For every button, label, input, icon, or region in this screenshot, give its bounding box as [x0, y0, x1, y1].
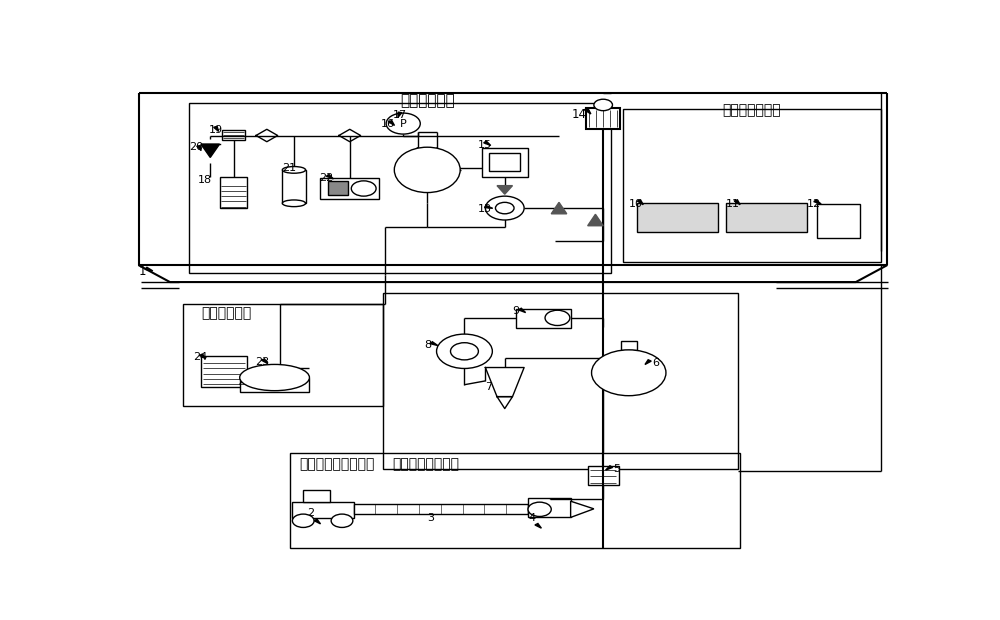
Polygon shape	[430, 342, 438, 345]
Bar	[621, 341, 637, 350]
Circle shape	[386, 113, 420, 134]
Polygon shape	[485, 368, 524, 397]
Text: 泥沙回填模块: 泥沙回填模块	[201, 306, 251, 321]
Polygon shape	[734, 200, 740, 205]
Text: 2: 2	[307, 508, 314, 518]
Polygon shape	[606, 466, 613, 470]
Ellipse shape	[282, 167, 306, 173]
Text: 19: 19	[209, 125, 223, 135]
Bar	[290, 453, 740, 548]
Text: 16: 16	[381, 119, 395, 129]
Bar	[354, 504, 528, 513]
Text: 6: 6	[652, 358, 659, 368]
Text: 11: 11	[726, 198, 740, 208]
Text: 21: 21	[282, 162, 296, 173]
Circle shape	[485, 196, 524, 220]
Bar	[240, 378, 309, 392]
Bar	[726, 203, 807, 232]
Text: 18: 18	[198, 175, 212, 185]
Text: 7: 7	[485, 383, 492, 392]
Polygon shape	[519, 308, 526, 312]
Text: 24: 24	[193, 352, 207, 362]
Circle shape	[292, 514, 314, 528]
Text: 5: 5	[613, 464, 620, 474]
Polygon shape	[637, 200, 643, 205]
Circle shape	[331, 514, 353, 528]
Text: 浆体分离模块: 浆体分离模块	[400, 94, 455, 108]
Circle shape	[545, 310, 570, 326]
Polygon shape	[535, 523, 541, 528]
Polygon shape	[551, 202, 567, 214]
Bar	[489, 153, 520, 171]
Bar	[320, 179, 379, 198]
Polygon shape	[584, 108, 591, 114]
Bar	[222, 130, 245, 140]
Polygon shape	[814, 200, 821, 204]
Polygon shape	[314, 519, 321, 524]
Bar	[183, 304, 383, 406]
Polygon shape	[497, 397, 512, 409]
Bar	[623, 109, 881, 262]
Ellipse shape	[282, 200, 306, 206]
Text: 8: 8	[424, 340, 431, 350]
Polygon shape	[145, 267, 153, 271]
Polygon shape	[588, 215, 603, 226]
Polygon shape	[197, 146, 201, 151]
Text: 水合物矿藏开采模块: 水合物矿藏开采模块	[299, 458, 375, 471]
Text: 15: 15	[478, 140, 492, 150]
Polygon shape	[199, 354, 206, 359]
Bar	[220, 177, 247, 208]
Ellipse shape	[240, 365, 309, 391]
Bar	[586, 108, 620, 129]
Bar	[528, 498, 571, 518]
Text: 太阳能发电模块: 太阳能发电模块	[723, 103, 781, 117]
Text: 12: 12	[807, 198, 821, 208]
Bar	[282, 170, 306, 203]
Text: 13: 13	[478, 204, 492, 215]
Bar	[328, 181, 348, 195]
Polygon shape	[645, 360, 651, 365]
Text: 3: 3	[427, 513, 434, 523]
Polygon shape	[484, 141, 491, 146]
Text: 中继海水泵送模块: 中继海水泵送模块	[392, 458, 459, 471]
Text: 23: 23	[255, 357, 269, 367]
Polygon shape	[201, 144, 220, 157]
Polygon shape	[326, 175, 333, 179]
Circle shape	[351, 181, 376, 196]
Bar	[292, 502, 354, 518]
Circle shape	[592, 350, 666, 396]
Polygon shape	[261, 359, 268, 363]
Bar	[516, 309, 571, 329]
Circle shape	[594, 99, 612, 111]
Text: 9: 9	[512, 306, 520, 316]
Bar	[817, 204, 860, 238]
Polygon shape	[497, 185, 512, 194]
Text: 17: 17	[392, 110, 406, 120]
Text: 14: 14	[571, 108, 586, 121]
Polygon shape	[214, 126, 219, 131]
Bar	[189, 103, 611, 273]
Bar	[637, 203, 718, 232]
Circle shape	[495, 202, 514, 214]
Text: 20: 20	[189, 142, 203, 152]
Ellipse shape	[394, 147, 460, 193]
Circle shape	[437, 334, 492, 368]
Polygon shape	[484, 205, 493, 208]
Circle shape	[528, 502, 551, 516]
Polygon shape	[389, 120, 394, 125]
Text: 4: 4	[528, 513, 535, 523]
Text: P: P	[400, 118, 407, 128]
Polygon shape	[398, 112, 402, 117]
Text: 22: 22	[319, 173, 333, 184]
Bar	[383, 293, 738, 469]
Polygon shape	[571, 501, 594, 518]
Circle shape	[450, 343, 478, 360]
Bar	[588, 466, 619, 485]
Bar	[482, 148, 528, 177]
Text: 10: 10	[629, 198, 643, 208]
Bar	[201, 356, 247, 387]
Bar	[303, 490, 330, 502]
Text: 1: 1	[139, 265, 146, 278]
